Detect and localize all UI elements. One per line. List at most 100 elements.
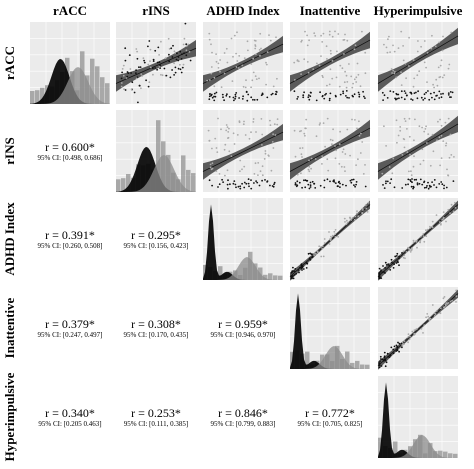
- data-point: [135, 77, 138, 80]
- data-point: [309, 259, 312, 261]
- data-point: [189, 59, 192, 62]
- data-point: [271, 92, 274, 95]
- data-point: [308, 257, 311, 260]
- data-point: [427, 90, 429, 92]
- data-point: [226, 61, 229, 64]
- data-point: [168, 48, 171, 50]
- data-point: [396, 345, 399, 348]
- data-point: [324, 94, 326, 96]
- col-header-adhd-index: ADHD Index: [206, 3, 280, 18]
- data-point: [352, 82, 354, 85]
- data-point: [225, 129, 228, 132]
- data-point: [233, 180, 236, 183]
- data-point: [272, 85, 275, 88]
- data-point: [410, 91, 412, 94]
- data-point: [454, 201, 456, 204]
- data-point: [420, 45, 422, 48]
- data-point: [211, 184, 214, 187]
- data-point: [383, 187, 386, 190]
- data-point: [349, 179, 352, 182]
- data-point: [269, 39, 272, 42]
- data-point: [250, 131, 252, 134]
- data-point: [171, 56, 174, 58]
- data-point: [345, 74, 348, 77]
- regression-line: [377, 293, 459, 367]
- data-point: [411, 99, 414, 101]
- data-point: [314, 158, 317, 160]
- data-point: [395, 76, 398, 79]
- data-point: [396, 97, 398, 100]
- data-point: [341, 151, 344, 153]
- data-point: [183, 52, 186, 54]
- data-point: [238, 97, 241, 99]
- data-point: [431, 220, 434, 223]
- data-point: [267, 154, 270, 157]
- data-point: [440, 157, 443, 160]
- data-point: [426, 81, 428, 83]
- data-point: [323, 97, 326, 100]
- data-point: [451, 91, 454, 94]
- data-point: [406, 94, 408, 97]
- data-point: [350, 75, 353, 78]
- density-panel-rins: [116, 110, 196, 192]
- data-point: [170, 47, 173, 50]
- data-point: [161, 74, 164, 77]
- row-header-adhd-index: ADHD Index: [2, 202, 17, 276]
- data-point: [383, 356, 386, 359]
- data-point: [341, 67, 344, 70]
- data-point: [414, 118, 416, 121]
- data-point: [419, 241, 421, 244]
- data-point: [320, 246, 322, 249]
- data-point: [382, 99, 384, 101]
- data-point: [421, 148, 424, 151]
- data-point: [382, 270, 385, 273]
- histogram-bar: [393, 441, 398, 458]
- data-point: [454, 207, 457, 209]
- data-point: [213, 99, 216, 102]
- data-point: [394, 255, 397, 258]
- density-curve-dark: [203, 204, 283, 280]
- data-point: [445, 142, 448, 145]
- data-point: [416, 74, 419, 77]
- data-point: [391, 72, 393, 74]
- data-point: [242, 95, 245, 98]
- data-point: [223, 72, 226, 75]
- data-point: [427, 181, 429, 184]
- data-point: [325, 92, 327, 95]
- data-point: [302, 96, 305, 99]
- data-point: [211, 167, 214, 170]
- data-point: [242, 85, 245, 88]
- data-point: [324, 145, 326, 148]
- data-point: [449, 212, 451, 215]
- data-point: [346, 81, 349, 83]
- row-header-inattentive: Inattentive: [2, 297, 17, 358]
- data-point: [409, 180, 412, 183]
- data-point: [402, 45, 404, 47]
- data-point: [349, 216, 352, 219]
- data-point: [211, 96, 214, 99]
- data-point: [443, 184, 445, 187]
- data-point: [148, 81, 151, 83]
- data-point: [354, 44, 357, 47]
- data-point: [316, 250, 319, 253]
- data-point: [208, 95, 211, 98]
- data-point: [232, 132, 235, 135]
- data-point: [300, 263, 303, 265]
- data-point: [358, 93, 361, 96]
- data-point: [299, 266, 301, 269]
- data-point: [258, 49, 261, 51]
- data-point: [121, 68, 124, 70]
- data-point: [165, 74, 168, 77]
- data-point: [145, 79, 148, 82]
- data-point: [437, 66, 440, 69]
- scatter-panel-inattentive-hyperimpulsive: [377, 287, 459, 370]
- data-point: [437, 120, 439, 123]
- data-point: [143, 61, 146, 64]
- data-point: [358, 134, 361, 137]
- data-point: [402, 256, 405, 259]
- data-point: [309, 184, 312, 187]
- scatter-panel-racc-adhd-index: [202, 22, 284, 104]
- data-point: [386, 180, 389, 183]
- data-point: [433, 315, 436, 317]
- data-point: [323, 179, 326, 182]
